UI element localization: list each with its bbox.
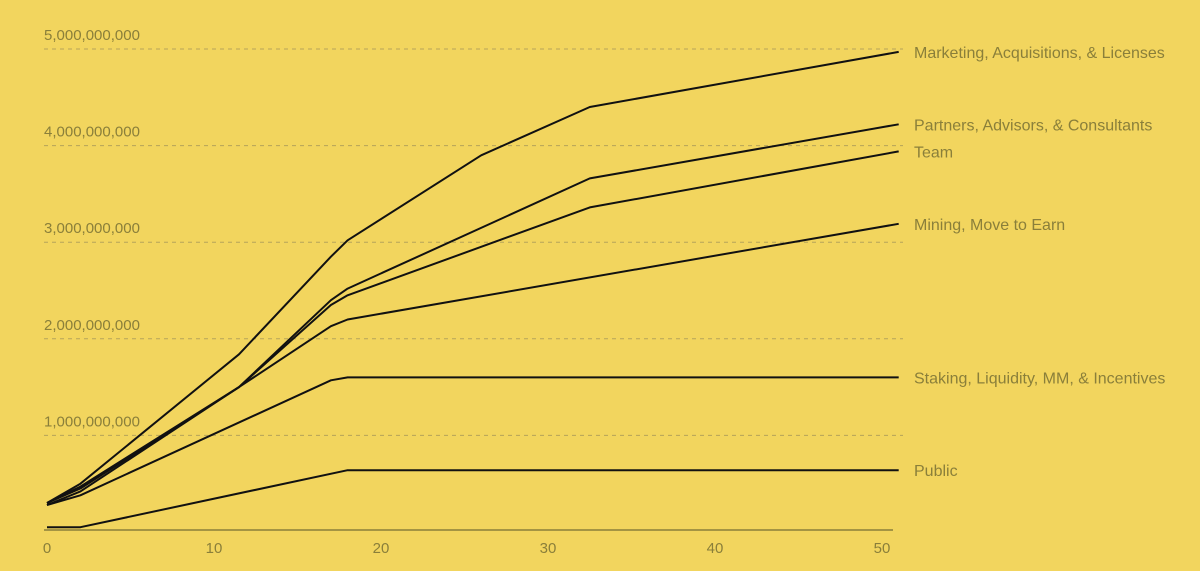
x-tick-label: 0: [43, 540, 51, 557]
y-tick-label: 5,000,000,000: [44, 27, 140, 44]
x-tick-label: 30: [540, 540, 557, 557]
series-line: [46, 376, 899, 506]
series-label: Team: [914, 144, 953, 161]
x-tick-label: 20: [373, 540, 390, 557]
series-label: Staking, Liquidity, MM, & Incentives: [914, 370, 1165, 387]
series-line: [47, 469, 899, 529]
series-line: [46, 123, 899, 504]
series-label: Public: [914, 463, 958, 480]
y-tick-label: 4,000,000,000: [44, 124, 140, 141]
series-line: [46, 150, 899, 504]
x-tick-label: 50: [874, 540, 891, 557]
y-tick-label: 2,000,000,000: [44, 317, 140, 334]
y-tick-label: 3,000,000,000: [44, 220, 140, 237]
series-line: [46, 222, 899, 506]
series-label: Mining, Move to Earn: [914, 217, 1065, 234]
series-label: Marketing, Acquisitions, & Licenses: [914, 45, 1165, 62]
series-line: [46, 50, 899, 504]
x-tick-label: 10: [206, 540, 223, 557]
x-tick-label: 40: [707, 540, 724, 557]
y-tick-label: 1,000,000,000: [44, 413, 140, 430]
series-label: Partners, Advisors, & Consultants: [914, 117, 1152, 134]
